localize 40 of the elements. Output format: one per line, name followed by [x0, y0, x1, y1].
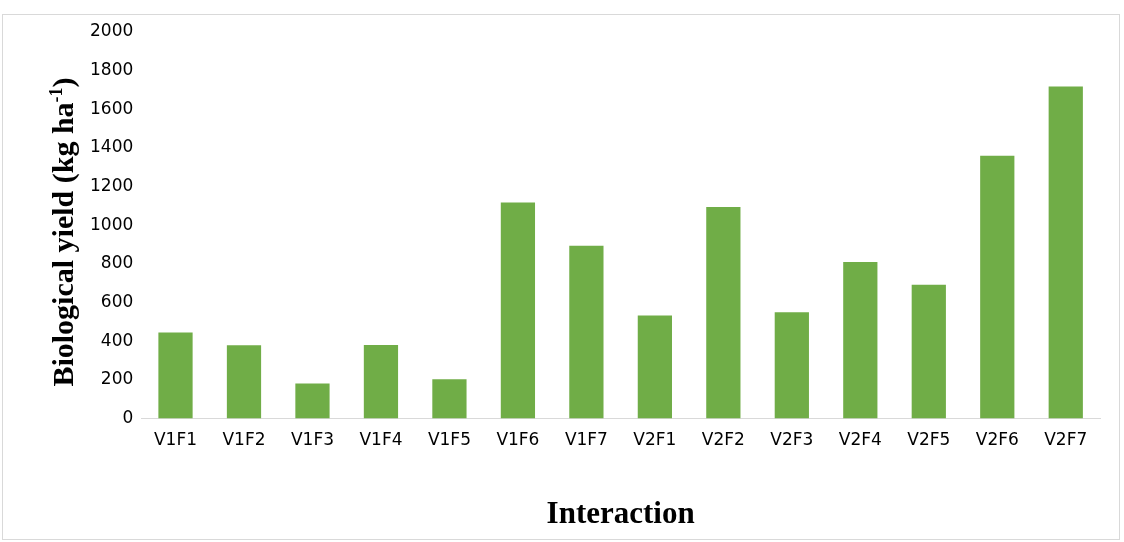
x-tick-label: V2F3: [770, 429, 814, 450]
x-tick-label: V1F3: [290, 429, 334, 450]
x-axis-title: Interaction: [546, 495, 695, 531]
bar: [363, 344, 399, 419]
x-tick-label: V2F7: [1044, 429, 1088, 450]
bar: [706, 207, 741, 419]
bar: [637, 315, 672, 419]
x-tick-label: V2F6: [975, 429, 1019, 450]
y-tick-label: 800: [100, 252, 134, 273]
x-tick-label: V1F7: [564, 429, 608, 450]
y-tick-label: 1000: [90, 213, 134, 234]
y-tick-label: 1200: [90, 174, 134, 195]
bar: [911, 284, 946, 419]
bar: [226, 345, 262, 419]
y-tick-label: 600: [100, 290, 134, 311]
y-tick-label: 1800: [90, 59, 134, 80]
x-tick-label: V2F2: [701, 429, 745, 450]
y-tick-label: 1400: [90, 136, 134, 157]
y-tick-label: 200: [100, 368, 134, 389]
bar: [843, 262, 878, 419]
x-tick-label: V1F5: [427, 429, 471, 450]
y-tick-label: 0: [122, 406, 134, 427]
x-tick-label: V1F1: [153, 429, 198, 450]
y-tick-label: 400: [100, 329, 134, 350]
y-tick-label: 1600: [90, 97, 134, 118]
bar: [295, 383, 330, 419]
x-tick-label: V1F2: [222, 429, 266, 450]
x-tick-label: V2F1: [633, 429, 677, 450]
bar: [569, 245, 604, 419]
bar: [500, 202, 536, 419]
x-tick-label: V2F5: [907, 429, 951, 450]
bar: [774, 312, 809, 419]
bar: [158, 332, 193, 419]
x-tick-label: V1F6: [496, 429, 540, 450]
bar: [980, 155, 1015, 419]
x-tick-label: V1F4: [359, 429, 403, 450]
bar: [432, 379, 467, 419]
y-tick-label: 2000: [90, 20, 134, 41]
bar: [1048, 86, 1083, 419]
x-tick-label: V2F4: [838, 429, 882, 450]
